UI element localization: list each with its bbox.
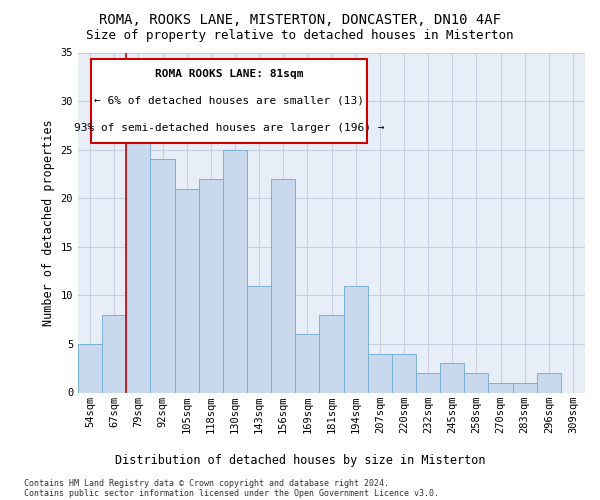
Bar	[537, 373, 561, 392]
Bar	[126, 111, 151, 392]
Bar	[464, 373, 488, 392]
Bar	[199, 179, 223, 392]
Bar	[512, 383, 537, 392]
FancyBboxPatch shape	[91, 60, 367, 142]
Bar	[392, 354, 416, 393]
Text: ROMA, ROOKS LANE, MISTERTON, DONCASTER, DN10 4AF: ROMA, ROOKS LANE, MISTERTON, DONCASTER, …	[99, 12, 501, 26]
Bar	[344, 286, 368, 393]
Text: ROMA ROOKS LANE: 81sqm: ROMA ROOKS LANE: 81sqm	[155, 70, 303, 80]
Text: Size of property relative to detached houses in Misterton: Size of property relative to detached ho…	[86, 29, 514, 42]
Bar	[151, 160, 175, 392]
Bar	[488, 383, 512, 392]
Bar	[78, 344, 102, 393]
Text: 93% of semi-detached houses are larger (196) →: 93% of semi-detached houses are larger (…	[74, 122, 384, 132]
Bar	[271, 179, 295, 392]
Bar	[102, 315, 126, 392]
Text: Contains public sector information licensed under the Open Government Licence v3: Contains public sector information licen…	[24, 489, 439, 498]
Bar	[319, 315, 344, 392]
Text: ← 6% of detached houses are smaller (13): ← 6% of detached houses are smaller (13)	[94, 96, 364, 106]
Bar	[368, 354, 392, 393]
Bar	[295, 334, 319, 392]
Y-axis label: Number of detached properties: Number of detached properties	[42, 119, 55, 326]
Bar	[247, 286, 271, 393]
Bar	[175, 188, 199, 392]
Bar	[223, 150, 247, 392]
Bar	[440, 364, 464, 392]
Bar	[416, 373, 440, 392]
Text: Distribution of detached houses by size in Misterton: Distribution of detached houses by size …	[115, 454, 485, 467]
Text: Contains HM Land Registry data © Crown copyright and database right 2024.: Contains HM Land Registry data © Crown c…	[24, 479, 389, 488]
